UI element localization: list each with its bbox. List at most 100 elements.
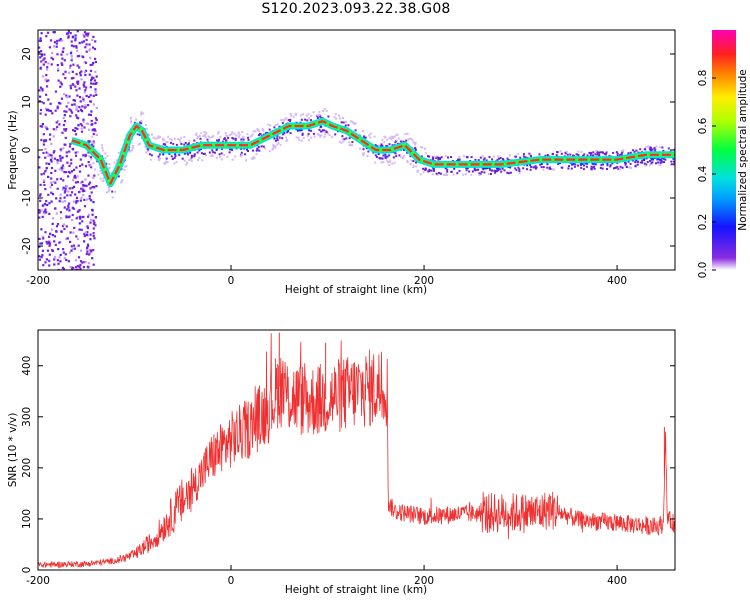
- noise-speck: [62, 251, 65, 254]
- noise-speck: [89, 100, 92, 103]
- halo-speck: [624, 162, 627, 165]
- noise-speck: [48, 212, 51, 215]
- noise-speck: [51, 222, 54, 225]
- noise-speck: [95, 93, 98, 96]
- noise-speck: [75, 114, 78, 117]
- halo-speck: [436, 155, 438, 158]
- halo-speck: [301, 132, 304, 135]
- noise-speck: [79, 260, 83, 263]
- halo-speck: [88, 140, 91, 143]
- noise-speck: [82, 40, 85, 43]
- noise-speck: [71, 170, 74, 173]
- halo-speck: [625, 165, 628, 168]
- y-tick-label: -20: [21, 237, 33, 254]
- halo-speck: [250, 157, 253, 160]
- halo-speck: [316, 117, 319, 119]
- halo-speck: [198, 135, 201, 137]
- noise-speck: [40, 54, 43, 57]
- halo-speck: [216, 132, 219, 135]
- halo-speck: [627, 166, 630, 169]
- halo-speck: [428, 155, 431, 158]
- noise-speck: [52, 135, 55, 138]
- halo-speck: [320, 130, 323, 133]
- snr-x-ticks: -200 0 200 400: [26, 565, 627, 587]
- noise-speck: [48, 138, 52, 141]
- noise-speck: [86, 231, 89, 234]
- halo-speck: [495, 170, 498, 173]
- halo-speck: [568, 165, 570, 168]
- halo-speck: [398, 154, 401, 157]
- halo-speck: [560, 166, 563, 169]
- halo-speck: [583, 164, 585, 167]
- noise-speck: [40, 256, 43, 259]
- noise-speck: [59, 81, 62, 84]
- halo-speck: [639, 148, 642, 151]
- noise-speck: [59, 85, 62, 88]
- noise-speck: [43, 53, 46, 56]
- halo-speck: [289, 118, 292, 121]
- colorbar-label: Normalized spectral amplitude: [737, 69, 749, 230]
- noise-speck: [61, 188, 64, 191]
- halo-speck: [301, 133, 304, 136]
- noise-speck: [65, 105, 68, 108]
- halo-speck: [344, 120, 347, 123]
- halo-speck: [139, 142, 142, 145]
- halo-speck: [427, 155, 429, 158]
- noise-speck: [42, 63, 45, 66]
- y-tick-label: 200: [21, 458, 33, 478]
- noise-speck: [45, 169, 48, 172]
- halo-speck: [446, 168, 449, 171]
- halo-speck: [617, 168, 620, 170]
- noise-speck: [66, 161, 69, 164]
- noise-speck: [56, 178, 59, 181]
- halo-speck: [422, 171, 425, 174]
- halo-speck: [222, 140, 225, 143]
- halo-speck: [486, 167, 489, 169]
- spectrogram-y-ticks: -20 -10 0 10 20: [21, 47, 675, 255]
- noise-speck: [92, 61, 95, 65]
- halo-speck: [661, 146, 664, 149]
- halo-speck: [497, 167, 500, 170]
- halo-speck: [402, 148, 405, 151]
- noise-speck: [81, 220, 84, 223]
- noise-speck: [79, 263, 82, 266]
- noise-speck: [83, 189, 86, 192]
- noise-speck: [44, 139, 47, 142]
- halo-speck: [648, 164, 651, 167]
- halo-speck: [409, 155, 412, 158]
- halo-speck: [551, 168, 554, 171]
- halo-speck: [140, 113, 143, 116]
- halo-speck: [319, 135, 322, 138]
- noise-speck: [94, 70, 97, 73]
- halo-speck: [564, 152, 567, 155]
- noise-speck: [53, 150, 56, 153]
- halo-speck: [458, 169, 461, 172]
- halo-speck: [302, 137, 305, 139]
- halo-speck: [399, 140, 402, 143]
- noise-speck: [45, 200, 48, 203]
- halo-speck: [105, 191, 108, 194]
- noise-speck: [85, 233, 89, 236]
- noise-speck: [90, 119, 93, 123]
- halo-speck: [120, 180, 123, 183]
- noise-speck: [75, 235, 78, 238]
- noise-speck: [79, 199, 82, 202]
- halo-speck: [226, 135, 229, 138]
- halo-speck: [267, 123, 270, 126]
- noise-speck: [69, 231, 72, 234]
- halo-speck: [91, 135, 94, 138]
- noise-speck: [85, 33, 88, 36]
- halo-speck: [271, 148, 274, 151]
- noise-speck: [77, 110, 80, 113]
- halo-speck: [440, 156, 443, 159]
- halo-speck: [223, 153, 226, 156]
- noise-speck: [52, 128, 55, 131]
- halo-speck: [559, 150, 562, 153]
- snr-series: [38, 332, 675, 569]
- halo-speck: [268, 128, 271, 131]
- noise-speck: [64, 136, 67, 139]
- halo-speck: [369, 136, 372, 139]
- halo-speck: [341, 135, 344, 138]
- halo-speck: [139, 121, 141, 124]
- halo-speck: [131, 146, 134, 149]
